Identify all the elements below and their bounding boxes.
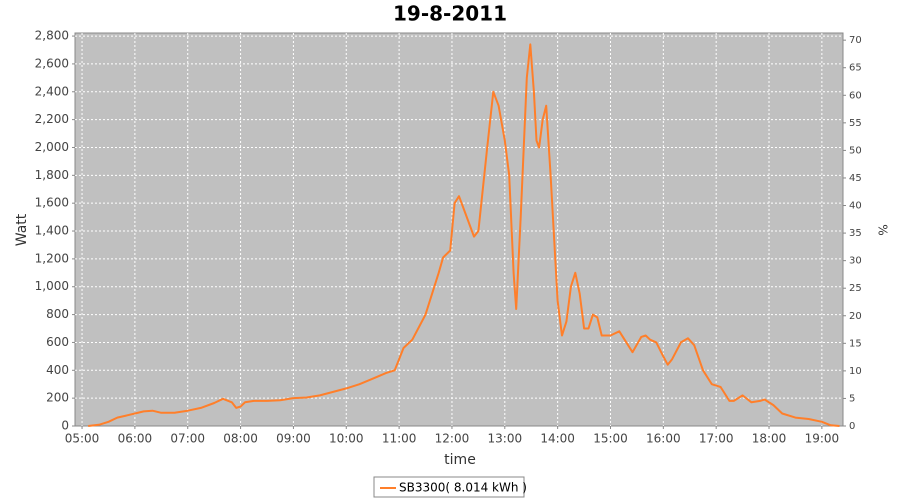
y-axis-label: Watt [14,213,30,246]
y2-tick-label: 30 [849,256,862,267]
x-tick-label: 16:00 [646,432,681,446]
x-tick-label: 10:00 [329,432,364,446]
y2-tick-label: 45 [849,173,862,184]
y2-tick-label: 35 [849,228,862,239]
data-line [88,43,840,427]
x-axis-label: time [444,452,476,468]
chart-title: 19-8-2011 [393,2,507,26]
x-tick-label: 06:00 [118,432,153,446]
x-tick-label: 18:00 [752,432,787,446]
x-tick-label: 07:00 [170,432,205,446]
x-tick-label: 17:00 [699,432,734,446]
y2-tick-label: 20 [849,311,862,322]
plot-area [74,32,844,427]
y-tick-label: 2,000 [35,140,69,154]
x-tick-label: 19:00 [805,432,840,446]
y-tick-label: 1,800 [35,168,69,182]
y2-tick-label: 5 [849,393,855,404]
y-tick-label: 1,200 [35,251,69,265]
y-tick-label: 2,600 [35,56,69,70]
x-tick-label: 14:00 [540,432,575,446]
y2-tick-label: 70 [849,35,862,46]
y-tick-label: 200 [46,391,69,405]
x-tick-label: 15:00 [593,432,628,446]
y2-tick-label: 25 [849,283,862,294]
legend-label: SB3300( 8.014 kWh ) [399,481,527,495]
y-tick-label: 2,200 [35,112,69,126]
y2-tick-label: 65 [849,63,862,74]
y-tick-label: 600 [46,335,69,349]
x-tick-label: 08:00 [223,432,258,446]
y2-tick-label: 50 [849,145,862,156]
y-tick-label: 1,400 [35,224,69,238]
y-tick-label: 1,000 [35,279,69,293]
legend [373,476,525,498]
y2-tick-label: 15 [849,338,862,349]
y2-axis-label: % [876,224,890,235]
x-tick-label: 05:00 [65,432,100,446]
y2-tick-label: 60 [849,90,862,101]
y2-tick-label: 10 [849,366,862,377]
x-tick-label: 13:00 [488,432,523,446]
y2-tick-label: 55 [849,118,862,129]
x-tick-label: 09:00 [276,432,311,446]
y-tick-label: 2,400 [35,84,69,98]
y-tick-label: 800 [46,307,69,321]
y-tick-label: 2,800 [35,29,69,43]
y2-tick-label: 40 [849,201,862,212]
y-tick-label: 0 [61,419,69,433]
y-tick-label: 1,600 [35,196,69,210]
x-tick-label: 11:00 [382,432,417,446]
y-tick-label: 400 [46,363,69,377]
x-tick-label: 12:00 [435,432,470,446]
y2-tick-label: 0 [849,421,855,432]
